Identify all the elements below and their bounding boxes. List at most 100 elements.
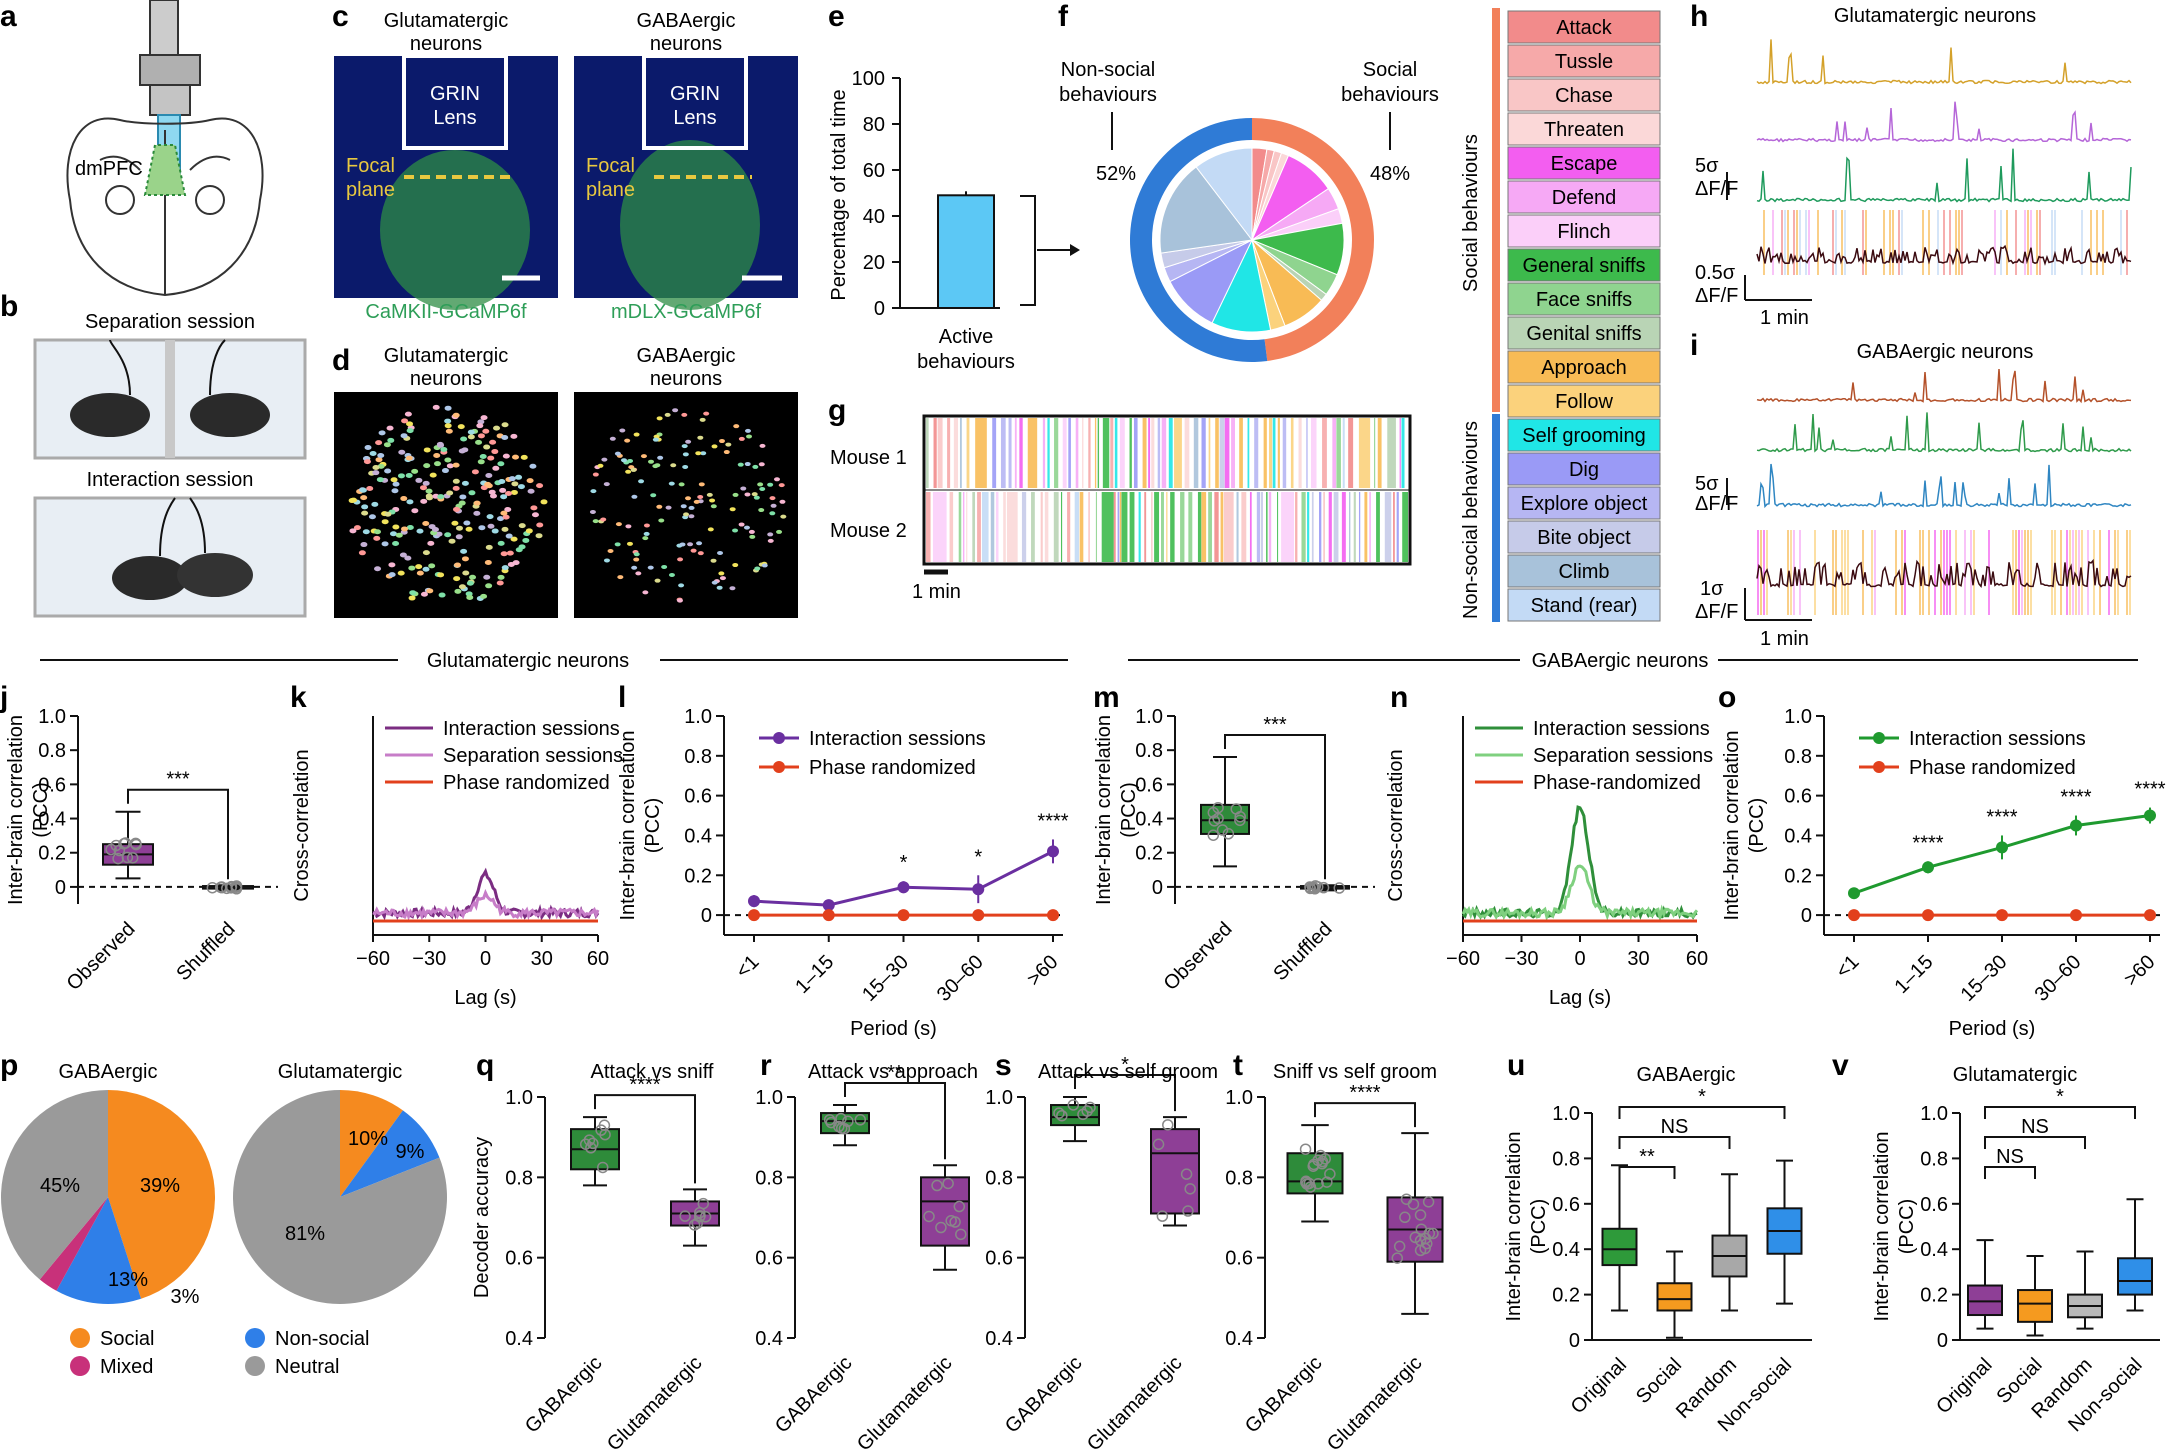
h-title: Glutamatergic neurons (1834, 5, 2036, 27)
d-right-cell (729, 507, 736, 512)
legend-swatch (1507, 44, 1661, 78)
n-legend-label: Phase-randomized (1533, 772, 1701, 794)
d-left-cell (500, 494, 508, 500)
legend-item-label: Self grooming (1522, 425, 1645, 447)
f-slice-climb (1159, 166, 1253, 254)
c-right-title-line2: neurons (650, 33, 722, 55)
d-left-cell (500, 510, 508, 516)
d-left-cell (386, 425, 394, 431)
q-tick-label: 1.0 (505, 1087, 533, 1109)
o-tick-label: 0.6 (1784, 786, 1812, 808)
q-significance: **** (629, 1074, 660, 1096)
d-right-cell (710, 558, 717, 563)
d-left-cell (452, 412, 460, 418)
d-left-cell (422, 566, 430, 572)
d-left-cell (391, 488, 399, 494)
d-left-cell (497, 461, 505, 467)
h-trace-lines (1756, 39, 2132, 275)
i-behaviour-band (2129, 530, 2131, 615)
panel-letter-o: o (1718, 681, 1736, 714)
d-right-cell (688, 514, 695, 519)
d-right-cell (633, 432, 640, 437)
g-band (1053, 492, 1059, 562)
g-band (995, 492, 999, 562)
i-behaviour-band (2066, 530, 2068, 615)
d-left-cell (512, 560, 520, 566)
m-y-label-unit: (PCC) (1118, 782, 1140, 838)
o-data-point (2070, 819, 2082, 832)
d-right-cell (717, 550, 724, 555)
e-bracket (1020, 195, 1036, 306)
g-ethogram-bands (926, 418, 1408, 562)
d-left-cell (467, 429, 475, 435)
r-sig-bracket (844, 1082, 946, 1160)
o-significance: **** (1986, 806, 2017, 828)
n-legend-label: Separation sessions (1533, 745, 1713, 767)
t-significance: **** (1349, 1082, 1380, 1104)
j-tick-label: 0.6 (38, 774, 66, 796)
h-behaviour-band (1955, 210, 1957, 275)
trace-line (1756, 558, 2132, 589)
panel-a-brain-schematic (66, 0, 264, 297)
g-band (1170, 492, 1175, 562)
legend-swatch (1507, 248, 1661, 282)
d-right-cell (615, 522, 622, 527)
h-scale1-line1: 5σ (1695, 155, 1719, 177)
c-left-caption: CaMKII-GCaMP6f (365, 301, 527, 323)
d-left-cell (475, 439, 483, 445)
i-behaviour-band (2069, 530, 2071, 615)
i-behaviour-band (2021, 530, 2023, 615)
d-left-cell (374, 566, 382, 572)
d-right-cell (647, 459, 654, 464)
g-band (1180, 492, 1185, 562)
e-tick-label: 40 (863, 206, 885, 228)
d-left-cell (515, 547, 523, 553)
p-legend-label: Non-social (275, 1328, 369, 1350)
j-sig-bracket (127, 788, 229, 880)
g-band (1157, 418, 1161, 488)
m-data-point (1208, 815, 1221, 827)
g-band (1282, 418, 1287, 488)
l-y-label-unit: (PCC) (642, 798, 664, 854)
d-right-cell (681, 444, 688, 449)
i-scale2-line1: 1σ (1700, 578, 1724, 600)
g-band (1249, 492, 1252, 562)
q-tick-label: 0.6 (505, 1248, 533, 1270)
d-left-cell (426, 588, 434, 594)
g-band (1161, 418, 1167, 488)
o-data-point (1922, 861, 1934, 874)
g-band (1220, 492, 1224, 562)
legend-swatch (1507, 520, 1661, 554)
g-band (1266, 492, 1268, 562)
m-tick-label: 1.0 (1135, 706, 1163, 728)
s-data-point (1053, 1107, 1065, 1119)
h-behaviour-band (1949, 210, 1951, 275)
c-left-title-line2: neurons (410, 33, 482, 55)
r-data-point (835, 1112, 847, 1125)
v-tick-label: 0 (1937, 1330, 1948, 1352)
d-left-cell (427, 540, 435, 546)
g-band (975, 418, 987, 488)
v-tick-label: 0.4 (1920, 1239, 1948, 1261)
d-right-cell (656, 504, 663, 509)
v-tick-label: 0.2 (1920, 1285, 1948, 1307)
d-right-cell (625, 469, 632, 474)
d-left-cell (381, 519, 389, 525)
d-left-cell (473, 500, 481, 506)
g-band (933, 418, 937, 488)
u-tick-label: 1.0 (1552, 1103, 1580, 1125)
g-band (1393, 492, 1395, 562)
d-left-cell (362, 529, 370, 535)
panel-e-bar-chart: 100 80 60 40 20 0 Percentage of total time Ac… (828, 68, 1080, 373)
panel-letters: a b c d e f g h i j k l m n o p q r s t … (0, 0, 1849, 1082)
d-right-cell (679, 542, 686, 547)
g-band (1113, 492, 1116, 562)
g-band (1184, 418, 1190, 488)
o-legend-label: Phase randomized (1909, 757, 2076, 779)
s-data-point (1180, 1168, 1193, 1180)
d-left-cell (432, 404, 440, 410)
chart-o: 1.0 0.8 0.6 0.4 0.2 0 <1 1–15 15–30 30–60 >60 Inter… (1721, 706, 2166, 1040)
g-band (1082, 418, 1084, 488)
d-left-cell (480, 593, 488, 599)
